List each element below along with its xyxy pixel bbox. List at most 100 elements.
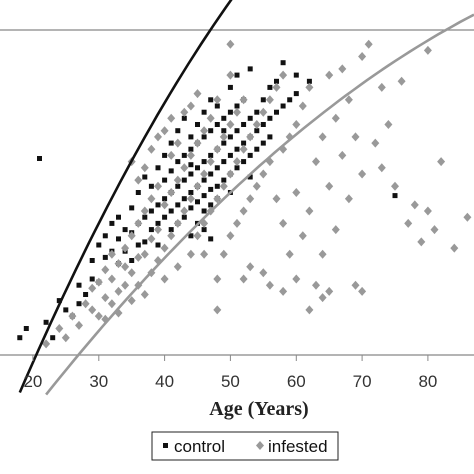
legend-control-label: control <box>174 437 225 456</box>
infested-point <box>180 107 189 117</box>
control-point <box>247 66 253 72</box>
infested-point <box>358 286 367 296</box>
infested-point <box>140 206 149 216</box>
control-point <box>142 214 148 220</box>
infested-point <box>318 249 327 259</box>
infested-point <box>94 311 103 321</box>
control-point <box>76 282 82 288</box>
infested-trendline <box>45 13 474 396</box>
control-point <box>155 165 161 171</box>
infested-point <box>200 126 209 136</box>
infested-point <box>298 101 307 111</box>
infested-point <box>154 181 162 191</box>
control-point <box>50 335 56 341</box>
infested-point <box>173 138 182 148</box>
infested-point <box>285 249 294 259</box>
infested-point <box>154 132 162 142</box>
infested-point <box>101 265 110 275</box>
control-point <box>247 152 253 158</box>
control-point <box>234 165 240 171</box>
infested-point <box>265 280 274 290</box>
control-point <box>56 298 62 304</box>
infested-point <box>121 243 130 253</box>
infested-point <box>68 311 77 321</box>
control-point <box>175 128 181 134</box>
infested-point <box>167 150 176 160</box>
infested-point <box>42 339 51 349</box>
control-point <box>214 103 220 109</box>
control-point <box>208 128 214 134</box>
control-point <box>116 236 121 242</box>
control-point <box>188 190 194 195</box>
control-point <box>142 174 148 180</box>
x-tick-label: 70 <box>353 372 372 391</box>
control-point <box>254 146 260 152</box>
control-point <box>267 84 273 90</box>
infested-point <box>127 296 136 306</box>
control-point <box>148 227 154 233</box>
x-tick-label: 50 <box>221 372 240 391</box>
control-point <box>175 202 181 208</box>
control-point <box>208 186 214 192</box>
infested-point <box>233 157 241 167</box>
x-tick-label: 60 <box>287 372 306 391</box>
infested-point <box>226 231 235 241</box>
control-point <box>181 196 187 202</box>
infested-point <box>147 234 156 244</box>
x-tick-label: 20 <box>23 372 42 391</box>
infested-point <box>226 169 235 179</box>
control-point <box>155 202 161 208</box>
legend-box <box>151 431 339 461</box>
control-point <box>195 122 200 127</box>
infested-point <box>121 262 130 272</box>
control-point <box>241 140 247 146</box>
control-point <box>148 183 154 189</box>
control-point <box>122 227 128 233</box>
infested-point <box>239 206 248 216</box>
control-point <box>267 134 273 140</box>
legend: control infested <box>151 431 339 461</box>
control-point <box>142 239 148 245</box>
trendlines <box>18 0 474 396</box>
control-point <box>102 233 108 239</box>
infested-point <box>167 113 176 123</box>
control-point <box>116 214 121 220</box>
control-point <box>195 165 200 171</box>
control-point <box>109 220 115 226</box>
infested-point <box>463 212 472 222</box>
infested-point <box>417 237 426 247</box>
infested-point <box>160 243 169 253</box>
infested-point <box>147 194 156 204</box>
infested-point <box>206 157 215 167</box>
control-point <box>227 84 233 90</box>
control-point <box>175 159 181 165</box>
infested-point <box>140 249 149 259</box>
control-point <box>102 254 108 260</box>
series-infested <box>42 39 472 349</box>
control-point <box>208 236 214 242</box>
control-point <box>274 78 279 84</box>
control-point <box>293 72 299 78</box>
control-point <box>63 307 69 313</box>
infested-point <box>331 113 340 123</box>
infested-point <box>305 206 314 216</box>
infested-point <box>134 252 143 262</box>
x-tick-label: 30 <box>89 372 108 391</box>
control-point <box>96 242 102 248</box>
infested-point <box>94 277 103 287</box>
control-point <box>129 258 135 263</box>
infested-point <box>173 262 182 272</box>
control-point <box>162 214 168 220</box>
infested-point <box>193 138 202 148</box>
control-point <box>168 140 174 146</box>
infested-point <box>140 290 149 299</box>
infested-point <box>226 120 235 129</box>
control-point <box>306 78 312 84</box>
infested-point <box>213 194 222 204</box>
control-point <box>214 122 220 127</box>
control-point <box>162 177 168 183</box>
control-point <box>43 319 49 325</box>
control-point <box>168 227 174 233</box>
control-point <box>129 205 135 211</box>
